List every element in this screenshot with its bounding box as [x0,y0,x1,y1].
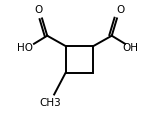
Text: CH3: CH3 [39,98,61,108]
Text: OH: OH [123,43,139,53]
Text: O: O [35,5,43,15]
Text: HO: HO [17,43,33,53]
Text: O: O [116,5,124,15]
